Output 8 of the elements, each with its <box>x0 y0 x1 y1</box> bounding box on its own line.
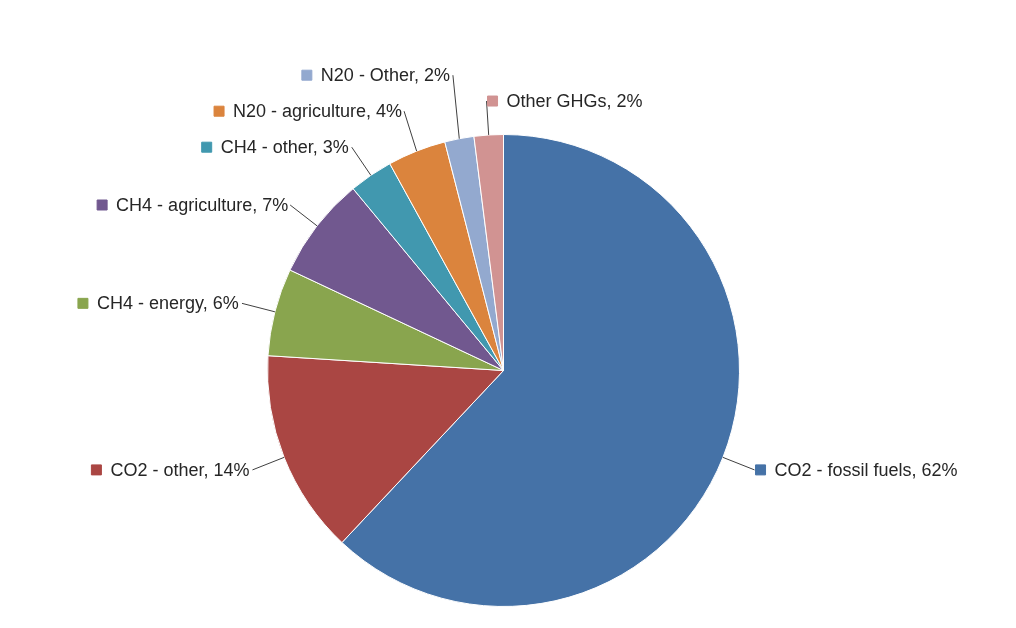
legend-label: CO2 - other, 14% <box>110 459 250 480</box>
legend-label: CH4 - energy, 6% <box>96 293 239 314</box>
legend-label: CH4 - agriculture, 7% <box>116 195 289 216</box>
legend-label: CO2 - fossil fuels, 62% <box>774 459 958 480</box>
legend-label: Other GHGs, 2% <box>506 91 643 112</box>
legend-label: N20 - Other, 2% <box>320 65 450 86</box>
legend-label: CH4 - other, 3% <box>220 137 349 158</box>
legend-label: N20 - agriculture, 4% <box>233 101 403 122</box>
